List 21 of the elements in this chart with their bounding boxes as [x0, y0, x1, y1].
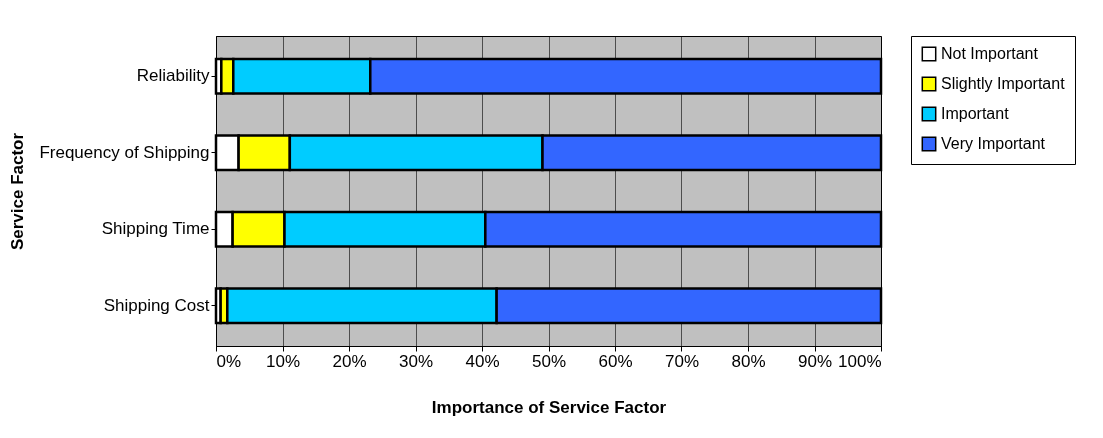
legend-label: Slightly Important — [941, 75, 1066, 92]
x-tick-label: 80% — [731, 351, 766, 371]
x-tick-label: 10% — [265, 351, 301, 371]
y-tick-label: Shipping Time — [101, 219, 210, 239]
y-tick-label: Shipping Cost — [103, 295, 210, 315]
y-axis-title: Service Factor — [8, 132, 28, 251]
legend-label: Important — [941, 105, 1010, 122]
x-tick-label: 100% — [838, 351, 882, 371]
y-tick-label: Reliability — [136, 66, 210, 86]
x-axis-title: Importance of Service Factor — [431, 397, 667, 417]
x-tick-label: 60% — [598, 351, 633, 371]
x-tick-label: 40% — [465, 351, 500, 371]
y-tick-label: Frequency of Shipping — [39, 142, 210, 162]
legend-label: Very Important — [941, 135, 1046, 152]
x-tick-label: 20% — [332, 351, 367, 371]
x-tick-label: 50% — [531, 351, 567, 371]
x-tick-label: 30% — [398, 351, 434, 371]
x-tick-label: 0% — [216, 351, 242, 371]
legend-label: Not Important — [941, 45, 1039, 62]
x-tick-label: 70% — [664, 351, 700, 371]
x-tick-label: 90% — [797, 351, 833, 371]
